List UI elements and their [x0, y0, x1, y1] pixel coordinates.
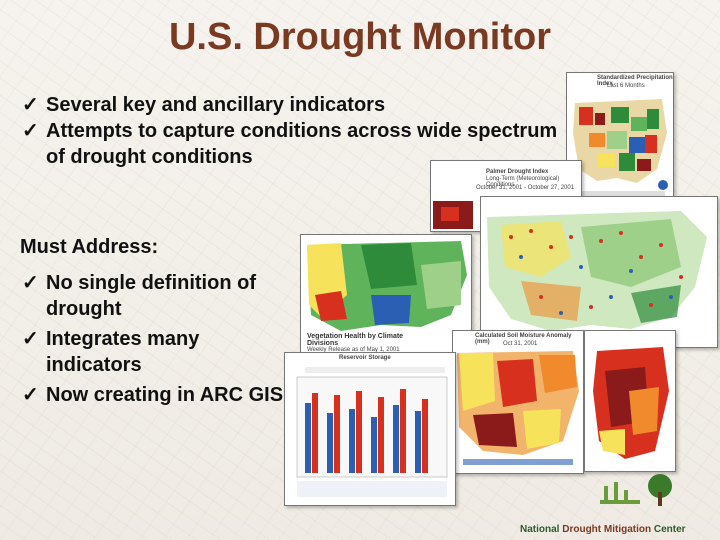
checkmark-icon: ✓ [22, 272, 39, 294]
severity-map-graphic [585, 331, 675, 471]
key-bullet-list: ✓ Several key and ancillary indicators ✓… [20, 92, 560, 170]
vegetation-caption: Vegetation Health by Climate Divisions [307, 333, 404, 347]
palmer-map-graphic [433, 201, 473, 229]
tree-icon [600, 474, 672, 506]
soil-caption: Calculated Soil Moisture Anomaly (mm) [475, 333, 572, 345]
must-address-heading: Must Address: [20, 236, 159, 258]
chart-caption: Reservoir Storage [339, 355, 391, 361]
drought-severity-map [584, 330, 676, 472]
bar [371, 417, 377, 473]
must-address-list: ✓ No single definition of drought ✓ Inte… [20, 270, 290, 412]
vegetation-map-graphic [301, 235, 471, 335]
bar [378, 397, 384, 473]
soil-map-graphic [457, 351, 579, 465]
bullet-text: Several key and ancillary indicators [46, 94, 386, 116]
bar [312, 393, 318, 473]
precipitation-map: Standardized Precipitation Index Last 6 … [566, 72, 674, 214]
bar [393, 405, 399, 473]
vegetation-sub: Weekly Release as of May 1, 2001 [307, 347, 400, 353]
must-address-text: Now creating in ARC GIS [46, 384, 284, 406]
bullet-text: Attempts to capture conditions across wi… [46, 120, 558, 168]
must-address-text: Integrates many indicators [46, 328, 200, 376]
ndmc-logo-text: National Drought Mitigation Center [520, 524, 686, 535]
bar [400, 389, 406, 473]
drought-monitor-map [480, 196, 718, 348]
bar [334, 395, 340, 473]
soil-moisture-map: Calculated Soil Moisture Anomaly (mm) Oc… [452, 330, 584, 474]
reservoir-chart: Reservoir Storage [284, 352, 456, 506]
must-address-item: ✓ Integrates many indicators [20, 326, 290, 378]
bar [356, 391, 362, 473]
bar [415, 411, 421, 473]
precip-map-sub: Last 6 Months [607, 83, 645, 89]
bar [305, 403, 311, 473]
precip-map-graphic [573, 99, 668, 196]
bar [327, 413, 333, 473]
vegetation-health-map: Vegetation Health by Climate Divisions W… [300, 234, 472, 356]
must-address-item: ✓ Now creating in ARC GIS [20, 382, 290, 408]
checkmark-icon: ✓ [22, 384, 39, 406]
drought-monitor-graphic [487, 211, 707, 331]
palmer-caption: Palmer Drought Index [486, 169, 549, 175]
slide-title: U.S. Drought Monitor [168, 16, 552, 58]
soil-date: Oct 31, 2001 [503, 341, 538, 347]
bullet-item: ✓ Attempts to capture conditions across … [20, 118, 566, 170]
checkmark-icon: ✓ [22, 328, 39, 350]
must-address-text: No single definition of drought [46, 272, 256, 320]
bar [422, 399, 428, 473]
must-address-item: ✓ No single definition of drought [20, 270, 290, 322]
palmer-sub: Long-Term (Meteorological) Conditions [486, 176, 560, 188]
ndmc-logo: National Drought Mitigation Center [520, 470, 720, 535]
bullet-item: ✓ Several key and ancillary indicators [20, 92, 560, 118]
checkmark-icon: ✓ [22, 94, 39, 116]
bar [349, 409, 355, 473]
palmer-date: October 31, 2001 - October 27, 2001 [476, 185, 575, 191]
precip-map-caption: Standardized Precipitation Index [597, 75, 673, 87]
reservoir-bars [296, 367, 448, 497]
checkmark-icon: ✓ [22, 120, 39, 142]
